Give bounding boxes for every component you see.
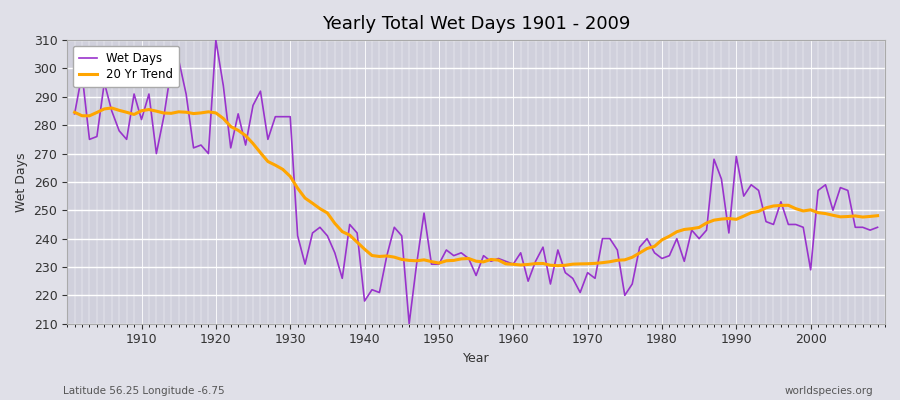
Wet Days: [211, 38, 221, 42]
20 Yr Trend: [508, 262, 518, 267]
20 Yr Trend: [872, 213, 883, 218]
Wet Days: [404, 321, 415, 326]
20 Yr Trend: [106, 106, 117, 110]
Text: Latitude 56.25 Longitude -6.75: Latitude 56.25 Longitude -6.75: [63, 386, 225, 396]
Wet Days: [69, 112, 80, 116]
Wet Days: [129, 92, 140, 96]
Legend: Wet Days, 20 Yr Trend: Wet Days, 20 Yr Trend: [73, 46, 179, 87]
Title: Yearly Total Wet Days 1901 - 2009: Yearly Total Wet Days 1901 - 2009: [322, 15, 630, 33]
20 Yr Trend: [300, 196, 310, 200]
20 Yr Trend: [553, 263, 563, 268]
20 Yr Trend: [516, 262, 526, 267]
Wet Days: [872, 225, 883, 230]
20 Yr Trend: [69, 110, 80, 115]
Text: worldspecies.org: worldspecies.org: [785, 386, 873, 396]
Wet Days: [612, 248, 623, 252]
Wet Days: [345, 222, 356, 227]
Line: 20 Yr Trend: 20 Yr Trend: [75, 108, 878, 266]
Wet Days: [523, 279, 534, 284]
Wet Days: [516, 250, 526, 255]
20 Yr Trend: [612, 258, 623, 263]
Y-axis label: Wet Days: Wet Days: [15, 152, 28, 212]
Wet Days: [300, 262, 310, 266]
20 Yr Trend: [345, 233, 356, 238]
X-axis label: Year: Year: [463, 352, 490, 365]
Line: Wet Days: Wet Days: [75, 40, 878, 324]
20 Yr Trend: [136, 108, 147, 113]
